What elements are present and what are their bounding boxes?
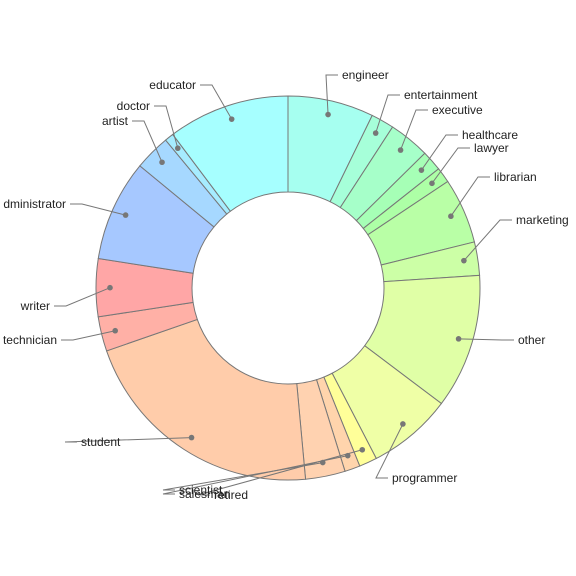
leader-line-scientist (162, 462, 323, 491)
leader-dot-salesman (344, 452, 351, 459)
leader-dot-healthcare (418, 167, 425, 173)
leader-dot-artist (159, 159, 165, 166)
leader-line-marketing (463, 219, 512, 261)
leader-line-technician (61, 330, 116, 341)
slice-label-salesman: salesman (179, 487, 230, 501)
leader-dot-writer (107, 284, 113, 291)
leader-dot-technician (112, 327, 118, 334)
slice-label-artist: artist (102, 114, 129, 128)
slice-label-technician: technician (3, 333, 57, 347)
slice-label-writer: writer (20, 299, 50, 313)
leader-dot-student (188, 434, 195, 441)
leader-dot-executive (397, 147, 404, 153)
slices-group (95, 95, 481, 481)
leader-line-executive (400, 109, 428, 151)
leader-dot-engineer (325, 111, 331, 118)
slice-label-executive: executive (432, 103, 483, 117)
slice-label-doctor: doctor (117, 99, 150, 113)
leader-dot-other (455, 336, 462, 342)
leader-line-other (458, 338, 514, 341)
slice-label-marketing: marketing (516, 213, 569, 227)
slice-label-student: student (81, 435, 121, 449)
leader-line-entertainment (375, 94, 400, 134)
leader-line-educator (200, 84, 233, 120)
leader-dot-entertainment (372, 130, 379, 136)
leader-line-engineer (325, 74, 338, 115)
leader-dot-educator (228, 116, 235, 122)
slice-label-healthcare: healthcare (462, 128, 518, 142)
leader-dot-administrator (122, 212, 129, 218)
leaders-group (54, 74, 514, 496)
leader-dot-scientist (319, 459, 326, 466)
slice-label-other: other (518, 333, 545, 347)
leader-line-artist (132, 120, 163, 163)
leader-line-lawyer (431, 147, 470, 184)
leader-line-writer (54, 287, 111, 307)
leader-line-student (64, 437, 192, 443)
leader-line-healthcare (420, 134, 458, 171)
leader-dot-librarian (448, 213, 454, 220)
slice-label-programmer: programmer (392, 471, 457, 485)
leader-dot-programmer (400, 421, 406, 427)
slice-label-retired: retired (214, 488, 248, 502)
slice-label-librarian: librarian (494, 170, 537, 184)
leader-line-librarian (450, 176, 490, 217)
slice-label-engineer: engineer (342, 68, 389, 82)
slice-label-scientist: scientist (179, 483, 223, 497)
leader-line-administrator (70, 203, 126, 216)
slice-label-lawyer: lawyer (474, 141, 509, 155)
leader-dot-retired (359, 446, 366, 453)
leader-line-programmer (375, 423, 404, 479)
slice-label-entertainment: entertainment (404, 88, 478, 102)
slice-label-administrator: dministrator (3, 197, 66, 211)
slice-educator (172, 95, 289, 212)
leader-dot-lawyer (429, 180, 435, 187)
leader-line-doctor (154, 105, 179, 149)
leader-dot-marketing (461, 257, 467, 264)
leader-dot-doctor (175, 145, 181, 152)
slice-student (105, 318, 307, 481)
slice-label-educator: educator (149, 78, 196, 92)
